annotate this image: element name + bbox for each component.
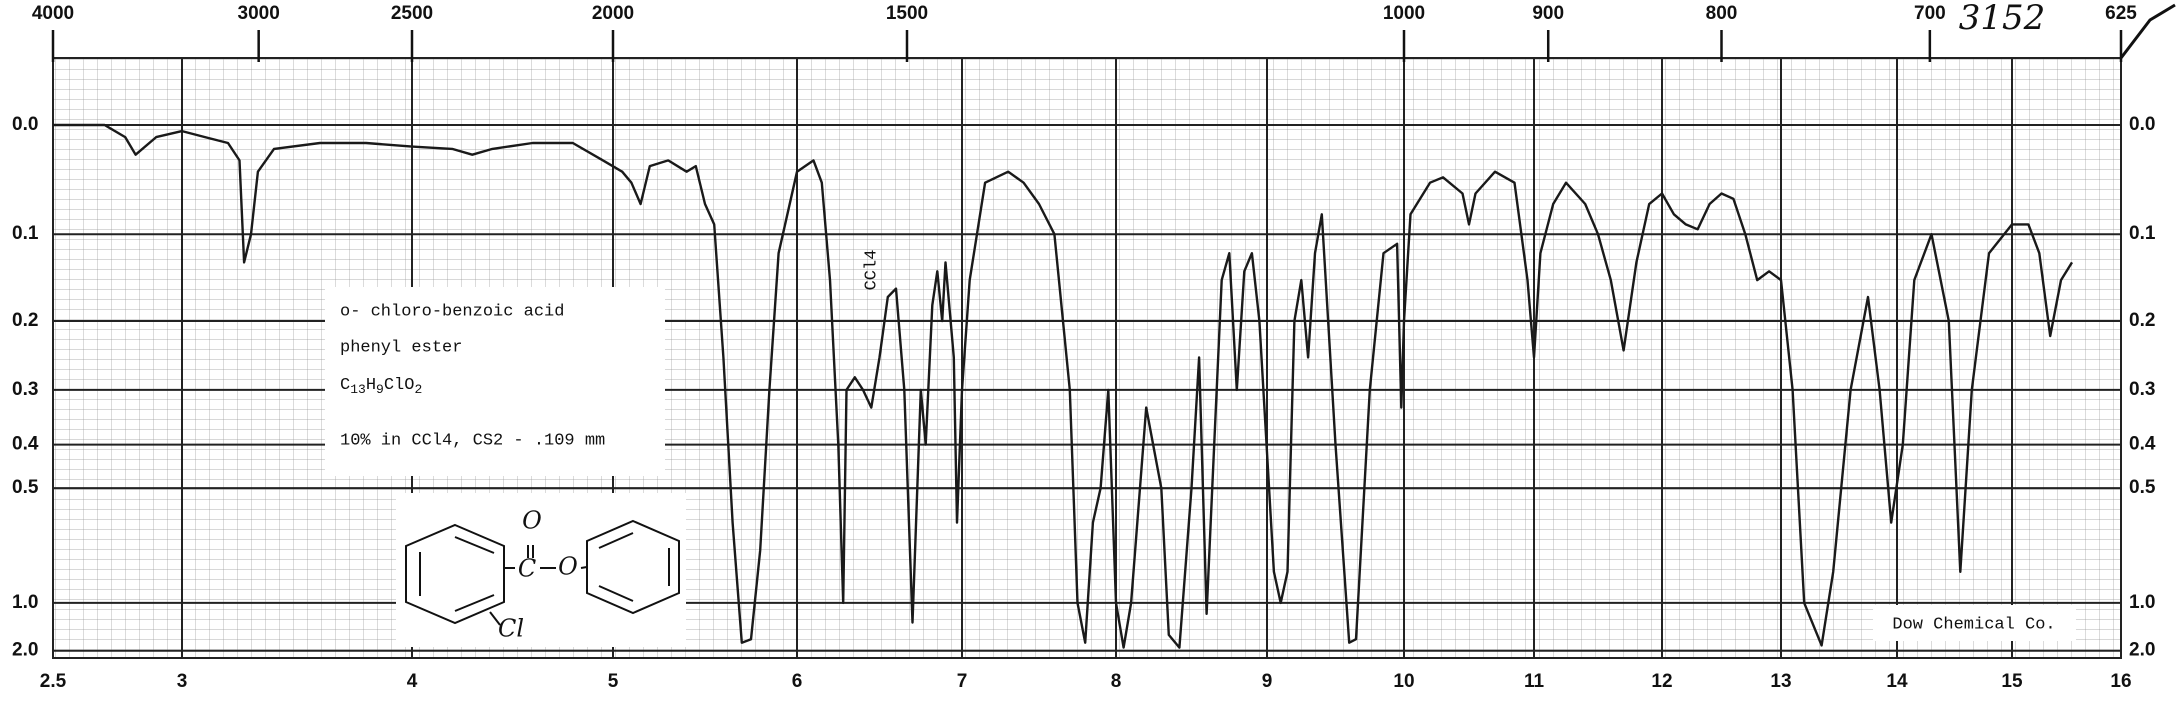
- y-tick-label: 0.3: [2129, 379, 2155, 400]
- x-tick-label: 16: [2110, 671, 2131, 692]
- y-tick-label: 0.0: [2129, 114, 2155, 135]
- y-tick-label: 0.2: [2129, 310, 2155, 331]
- x2-tick-label: 700: [1914, 3, 1946, 24]
- structure: O C O Cl: [396, 493, 686, 647]
- x2-tick-label: 4000: [32, 3, 74, 24]
- sample-name: phenyl ester: [340, 338, 462, 357]
- ring-bonds: [598, 532, 670, 602]
- y-tick-label: 0.1: [2129, 223, 2156, 244]
- x2-tick-label: 2000: [592, 3, 634, 24]
- y-tick-label: 2.0: [2129, 640, 2155, 661]
- source-bg: [1873, 605, 2076, 641]
- x-tick-label: 5: [608, 671, 619, 692]
- label-box: o- chloro-benzoic acid phenyl ester C13H…: [325, 287, 665, 476]
- y-tick-label: 0.2: [12, 310, 38, 331]
- y-tick-label: 2.0: [12, 640, 38, 661]
- conditions: 10% in CCl4, CS2 - .109 mm: [340, 431, 605, 450]
- y-tick-label: 0.1: [12, 223, 39, 244]
- structure-bg: [396, 493, 686, 647]
- x2-tick-label: 1500: [886, 3, 928, 24]
- y-tick-label: 1.0: [12, 592, 38, 613]
- x-tick-label: 9: [1262, 671, 1273, 692]
- y-tick-label: 0.5: [12, 477, 39, 498]
- x-tick-label: 2.5: [40, 671, 67, 692]
- x-tick-label: 14: [1886, 671, 1908, 692]
- x2-tick-label: 625: [2105, 3, 2137, 24]
- ring-bonds: [419, 536, 495, 612]
- source: Dow Chemical Co.: [1892, 615, 2055, 634]
- x-tick-label: 13: [1770, 671, 1791, 692]
- ring: [586, 519, 680, 615]
- x-tick-label: 8: [1111, 671, 1122, 692]
- annotation: 3152: [1959, 0, 2046, 38]
- y-tick-label: 0.4: [2129, 434, 2156, 455]
- spectrum-line: [53, 123, 2074, 649]
- x2-tick-label: 800: [1706, 3, 1738, 24]
- x-tick-label: 4: [407, 671, 418, 692]
- formula: C13H9ClO2: [340, 376, 422, 397]
- x-tick-label: 15: [2001, 671, 2023, 692]
- ring: [405, 523, 505, 625]
- x-tick-label: 11: [1524, 671, 1545, 692]
- y-tick-label: 0.4: [12, 434, 39, 455]
- x2-tick-label: 2500: [391, 3, 433, 24]
- atom-label: C: [518, 555, 536, 583]
- y-tick-label: 0.5: [2129, 477, 2156, 498]
- atom-label: O: [558, 553, 578, 581]
- atom-label: Cl: [498, 615, 524, 643]
- bonds: [489, 545, 588, 626]
- y-tick-label: 0.3: [12, 379, 38, 400]
- y-tick-label: 1.0: [2129, 592, 2155, 613]
- atom-label: O: [522, 507, 542, 535]
- x-tick-label: 3: [177, 671, 188, 692]
- solvent-mark: CCl4: [863, 250, 882, 291]
- label-box-bg: [325, 287, 665, 476]
- x2-tick-label: 1000: [1383, 3, 1425, 24]
- y-tick-label: 0.0: [12, 114, 38, 135]
- x2-tick-label: 3000: [238, 3, 280, 24]
- corner-mark: [2119, 3, 2176, 59]
- x-tick-label: 12: [1651, 671, 1672, 692]
- x-tick-label: 10: [1393, 671, 1414, 692]
- sample-name: o- chloro-benzoic acid: [340, 302, 564, 321]
- x2-tick-label: 900: [1532, 3, 1564, 24]
- source-box: Dow Chemical Co.: [1873, 605, 2076, 641]
- x-tick-label: 6: [792, 671, 803, 692]
- x-tick-label: 7: [957, 671, 968, 692]
